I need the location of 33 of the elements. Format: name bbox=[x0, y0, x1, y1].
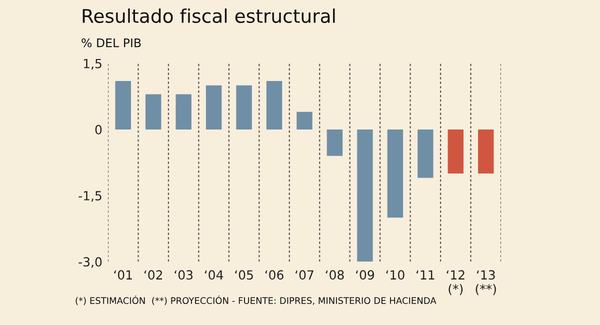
y-tick-label: -3,0 bbox=[78, 257, 102, 268]
x-tick-label: ‘13 (**) bbox=[476, 270, 496, 296]
x-tick-label: ‘05 bbox=[235, 270, 253, 280]
x-tick-label: ‘02 bbox=[144, 270, 162, 280]
y-tick-label: -1,5 bbox=[78, 191, 102, 202]
bar bbox=[326, 129, 343, 156]
x-tick-label: ‘07 bbox=[296, 270, 314, 280]
y-tick-label: 0 bbox=[95, 124, 102, 134]
bar bbox=[236, 85, 252, 130]
bar bbox=[418, 129, 434, 178]
bar bbox=[478, 129, 494, 174]
x-tick-label: ‘04 bbox=[204, 270, 224, 280]
x-tick-label: ‘08 bbox=[326, 270, 344, 280]
bar bbox=[206, 85, 222, 130]
text: (*) ESTIMACIÓN (**) PROYECCIÓN - FUENTE: DIPRES, MINISTERIO DE HACIENDA bbox=[76, 296, 436, 306]
x-tick-label: ‘09 bbox=[356, 270, 374, 280]
bar bbox=[176, 94, 192, 130]
x-tick-label: ‘06 bbox=[265, 270, 284, 280]
bar bbox=[266, 80, 282, 130]
y-axis-title: % DEL PIB bbox=[82, 38, 141, 48]
bar bbox=[296, 112, 312, 130]
bar bbox=[145, 94, 162, 130]
x-tick-label: ‘11 bbox=[416, 270, 434, 280]
x-tick-label: ‘12 (*) bbox=[446, 270, 464, 296]
x-tick-label: ‘03 bbox=[174, 270, 193, 280]
x-tick-label: ‘01 bbox=[114, 270, 132, 280]
x-tick-label: ‘10 bbox=[386, 270, 404, 280]
bar bbox=[448, 129, 464, 174]
y-tick-label: 1,5 bbox=[84, 59, 102, 70]
bar bbox=[387, 129, 404, 218]
bar bbox=[115, 80, 131, 130]
chart-title: Resultado fiscal estructural bbox=[82, 8, 335, 24]
bar bbox=[357, 129, 373, 262]
